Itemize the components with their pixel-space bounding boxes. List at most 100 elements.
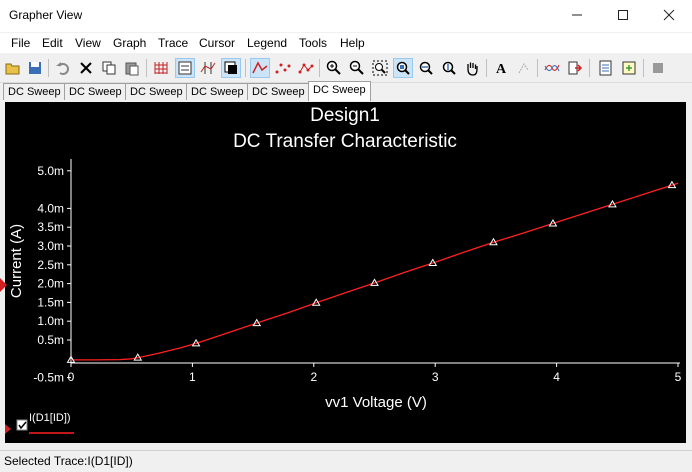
chart-title: Design1 (310, 105, 380, 126)
legend-checkbox[interactable] (16, 419, 28, 431)
cut-icon (80, 62, 92, 74)
menu-file[interactable]: File (11, 36, 31, 50)
y-tick-label: 3.0m (37, 239, 64, 253)
y-tick-label: 4.0m (37, 201, 64, 215)
tab-dc-sweep[interactable]: DC Sweep (247, 83, 310, 100)
chart-svg: Design1 DC Transfer Characteristic -0.5m… (8, 105, 682, 434)
tab-dc-sweep-active[interactable]: DC Sweep (308, 81, 371, 101)
plot-border (686, 102, 692, 443)
grid-button[interactable] (151, 58, 171, 78)
toolbar-separator (486, 59, 487, 77)
tab-dc-sweep[interactable]: DC Sweep (64, 83, 127, 100)
series-group (66, 180, 679, 363)
zoom-in-icon (326, 60, 341, 75)
properties-button[interactable] (596, 58, 616, 78)
open-button[interactable] (3, 58, 23, 78)
page-setup-button[interactable] (619, 58, 639, 78)
cursor-toggle-button[interactable] (198, 58, 218, 78)
zoom-fit-icon (396, 61, 410, 75)
menu-graph[interactable]: Graph (113, 36, 147, 50)
copy-icon (102, 61, 116, 75)
toolbar-separator (537, 59, 538, 77)
legend-label: I(D1[ID]) (29, 412, 71, 424)
zoom-out-icon (349, 60, 364, 75)
data-point-marker (133, 353, 143, 361)
svg-text:A: A (496, 62, 507, 76)
zoom-in-button[interactable] (324, 58, 344, 78)
x-tick-label: 3 (432, 370, 439, 384)
graph-area[interactable]: Design1 DC Transfer Characteristic -0.5m… (5, 102, 686, 443)
legend-toggle-button[interactable] (175, 58, 195, 78)
y-tick-label: 1.5m (37, 295, 64, 309)
dots-mode-button[interactable] (273, 58, 293, 78)
zoom-y-button[interactable] (439, 58, 459, 78)
y-tick-label: 2.5m (37, 258, 64, 272)
menu-tools[interactable]: Tools (299, 36, 328, 50)
toolbar-separator (48, 59, 49, 77)
text-button[interactable]: A (491, 58, 511, 78)
tab-dc-sweep[interactable]: DC Sweep (186, 83, 249, 100)
series-line[interactable] (71, 182, 679, 361)
cut-button[interactable] (76, 58, 96, 78)
menu-view[interactable]: View (75, 36, 101, 50)
line-mode-icon (252, 61, 268, 74)
paste-button[interactable] (122, 58, 142, 78)
pan-button[interactable] (462, 58, 482, 78)
trace-marker-icon[interactable] (0, 278, 7, 292)
zoom-x-button[interactable] (416, 58, 436, 78)
zoom-fit-button[interactable] (393, 58, 413, 78)
menu-edit[interactable]: Edit (42, 36, 63, 50)
toolbar-separator (319, 59, 320, 77)
menu-trace[interactable]: Trace (158, 36, 189, 50)
menu-help[interactable]: Help (340, 36, 365, 50)
chart-subtitle: DC Transfer Characteristic (233, 131, 457, 152)
pointer-icon (518, 63, 529, 74)
data-point-marker (548, 218, 558, 227)
y-tick-label: 1.0m (37, 314, 64, 328)
overlay-traces-button[interactable] (542, 58, 562, 78)
grid-icon (154, 62, 168, 74)
reverse-colors-button[interactable] (221, 58, 241, 78)
pointer-button[interactable] (514, 58, 534, 78)
window-title: Grapher View (9, 8, 83, 22)
data-point-marker (428, 258, 438, 266)
export-button[interactable] (565, 58, 585, 78)
data-point-marker (489, 237, 498, 246)
menu-legend[interactable]: Legend (247, 36, 288, 50)
maximize-button[interactable] (600, 0, 646, 30)
data-point-marker (191, 338, 201, 347)
zoom-area-icon (372, 60, 388, 76)
status-bar: Selected Trace:I(D1[ID]) (0, 450, 692, 472)
undo-button[interactable] (53, 58, 73, 78)
x-tick-label: 2 (310, 370, 317, 384)
data-point-marker (370, 278, 379, 286)
tab-dc-sweep[interactable]: DC Sweep (125, 83, 188, 100)
stop-icon (653, 63, 663, 73)
x-tick-label: 0 (68, 370, 75, 384)
save-button[interactable] (25, 58, 45, 78)
close-button[interactable] (646, 0, 692, 30)
legend[interactable]: I(D1[ID]) (16, 412, 74, 434)
maximize-icon (618, 10, 628, 20)
menu-bar: File Edit View Graph Trace Cursor Legend… (0, 33, 692, 53)
data-point-marker (608, 199, 617, 208)
data-point-marker (667, 180, 677, 189)
line-mode-button[interactable] (250, 58, 270, 78)
stop-button[interactable] (648, 58, 668, 78)
menu-cursor[interactable]: Cursor (199, 36, 236, 50)
x-axis-label: vv1 Voltage (V) (325, 394, 427, 411)
zoom-out-button[interactable] (347, 58, 367, 78)
close-icon (663, 9, 675, 21)
line-dots-mode-button[interactable] (296, 58, 316, 78)
legend-marker-icon (5, 424, 11, 434)
open-folder-icon (5, 63, 20, 75)
zoom-area-button[interactable] (370, 58, 390, 78)
tab-dc-sweep[interactable]: DC Sweep (3, 83, 66, 100)
hand-icon (467, 62, 478, 76)
copy-button[interactable] (99, 58, 119, 78)
page-setup-icon (622, 61, 636, 75)
minimize-button[interactable] (554, 0, 600, 30)
status-text: Selected Trace:I(D1[ID]) (4, 454, 133, 468)
save-icon (29, 62, 41, 74)
y-tick-label: -0.5m (33, 371, 64, 385)
